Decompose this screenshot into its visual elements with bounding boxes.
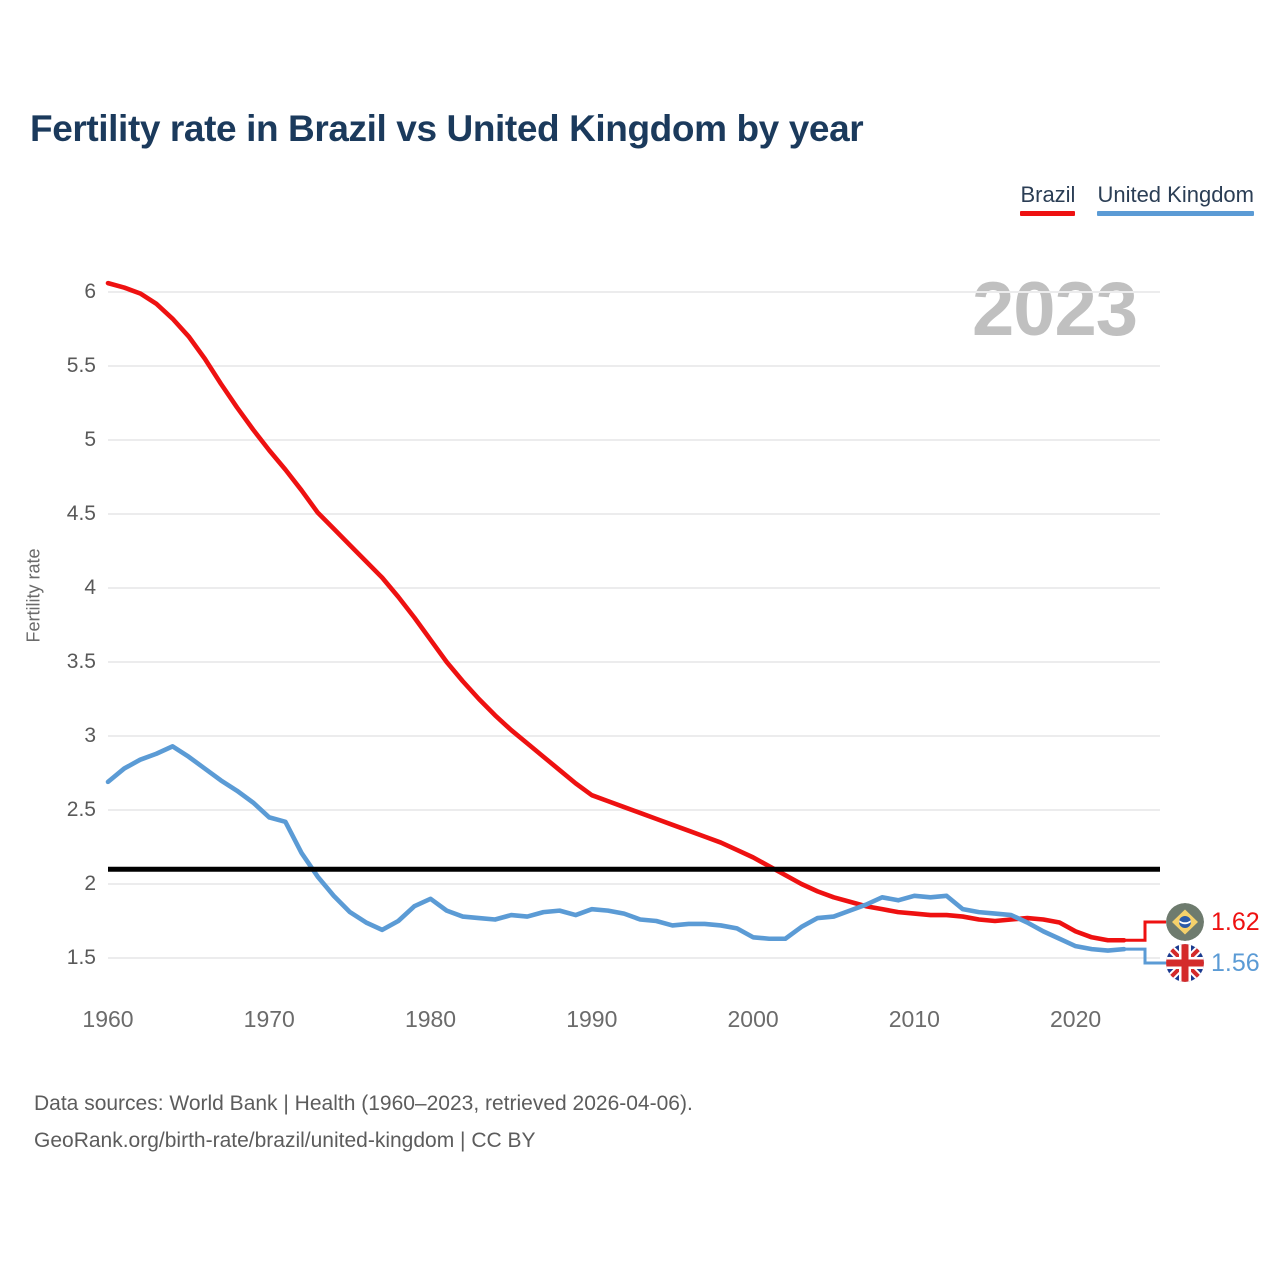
footer-line-license: GeoRank.org/birth-rate/brazil/united-kin…: [34, 1129, 536, 1152]
legend-swatch-brazil: [1020, 211, 1076, 216]
y-tick-label: 2: [84, 872, 96, 895]
legend-item-united-kingdom[interactable]: United Kingdom: [1097, 182, 1254, 216]
y-tick-label: 5: [84, 428, 96, 451]
legend-swatch-united-kingdom: [1097, 211, 1254, 216]
y-tick-label: 4: [84, 576, 96, 599]
series-line-brazil: [105, 280, 1127, 943]
endpoint-united-kingdom: 1.56: [1166, 944, 1260, 982]
page-title: Fertility rate in Brazil vs United Kingd…: [30, 108, 864, 149]
y-tick-label: 1.5: [66, 946, 96, 969]
endpoint-value-united-kingdom: 1.56: [1211, 948, 1260, 977]
year-watermark: 2023: [972, 267, 1138, 352]
footer-attribution: Data sources: World Bank | Health (1960–…: [34, 1085, 693, 1159]
x-tick-label: 1960: [82, 1006, 134, 1032]
legend-label-united-kingdom: United Kingdom: [1097, 182, 1254, 207]
leader-line-brazil: [1124, 920, 1166, 942]
legend-label-brazil: Brazil: [1020, 182, 1076, 207]
endpoint-brazil: 1.62: [1166, 903, 1260, 941]
brazil-flag-icon: [1166, 903, 1204, 941]
y-axis-title: Fertility rate: [23, 548, 44, 643]
y-tick-label: 3: [84, 724, 96, 747]
y-tick-label: 6: [84, 280, 96, 303]
y-tick-label: 5.5: [66, 354, 96, 377]
y-tick-label: 4.5: [66, 502, 96, 525]
legend-item-brazil[interactable]: Brazil: [1020, 182, 1076, 216]
x-tick-label: 1990: [566, 1006, 618, 1032]
series-line-united-kingdom: [105, 744, 1127, 953]
y-tick-label: 2.5: [66, 798, 96, 821]
endpoint-value-brazil: 1.62: [1211, 907, 1260, 936]
x-tick-label: 2020: [1050, 1006, 1102, 1032]
leader-line-united-kingdom: [1124, 947, 1166, 965]
united-kingdom-flag-icon: [1166, 944, 1204, 982]
x-tick-label: 2010: [888, 1006, 940, 1032]
x-tick-label: 1970: [243, 1006, 295, 1032]
y-tick-label: 3.5: [66, 650, 96, 673]
footer-line-sources: Data sources: World Bank | Health (1960–…: [34, 1092, 693, 1115]
x-tick-label: 2000: [727, 1006, 779, 1032]
chart-legend: Brazil United Kingdom: [1020, 182, 1254, 216]
gridlines: [108, 291, 1160, 959]
x-tick-label: 1980: [404, 1006, 457, 1032]
